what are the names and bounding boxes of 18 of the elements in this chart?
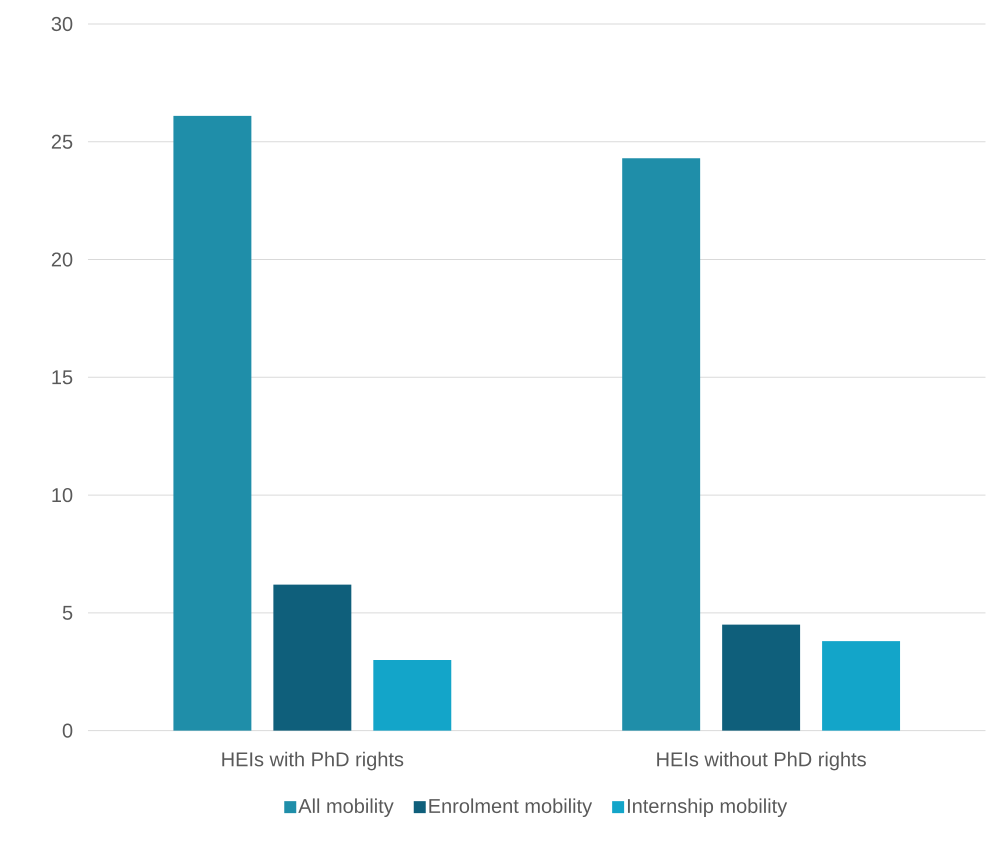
y-tick-label: 25	[52, 134, 72, 150]
y-tick-label: 10	[52, 488, 72, 502]
legend-label: Enrolment mobility	[429, 798, 592, 818]
y-tick-label: 0	[62, 724, 72, 738]
bar	[273, 584, 352, 731]
bar	[173, 116, 252, 731]
y-tick-label: 15	[52, 370, 72, 385]
bar	[622, 158, 700, 731]
y-tick-label: 5	[62, 606, 72, 620]
y-tick-label: 30	[52, 17, 72, 32]
bar	[373, 660, 452, 731]
x-tick-label: HEIs with PhD rights	[222, 752, 404, 771]
bar	[722, 624, 800, 731]
legend-label: All mobility	[298, 798, 394, 818]
legend-label: Internship mobility	[628, 798, 788, 818]
y-tick-label: 20	[52, 252, 72, 267]
x-tick-label: HEIs without PhD rights	[657, 752, 866, 771]
bar	[822, 641, 900, 731]
